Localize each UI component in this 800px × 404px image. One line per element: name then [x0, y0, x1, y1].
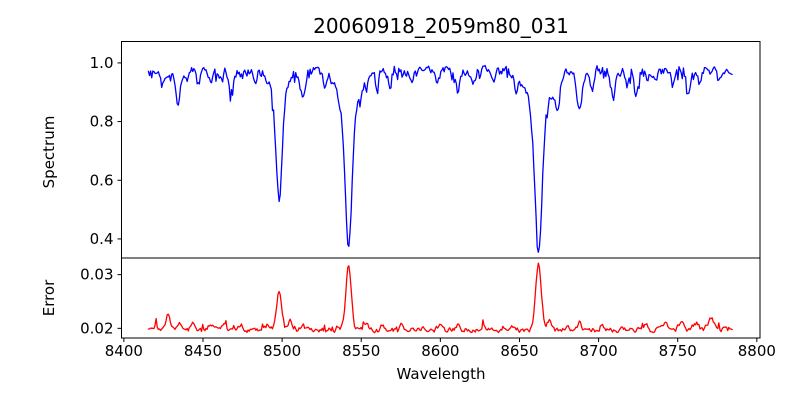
error-frame [121, 257, 761, 339]
error-line [147, 262, 733, 334]
x-tick-label: 8450 [184, 342, 222, 360]
y-tick-label: 1.0 [90, 54, 114, 72]
x-tick-label: 8600 [421, 342, 459, 360]
x-tick-label: 8750 [659, 342, 697, 360]
y-tick-label: 0.02 [80, 319, 113, 337]
y-tick-label: 0.03 [80, 266, 113, 284]
spectrum-ylabel: Spectrum [40, 116, 58, 189]
spectrum-panel: 0.4 0.6 0.8 1.0 Spectrum [40, 41, 761, 259]
x-tick-label: 8700 [580, 342, 618, 360]
x-tick-label: 8800 [738, 342, 776, 360]
error-ylabel: Error [40, 279, 58, 316]
error-yaxis-ticks: 0.02 0.03 [80, 266, 122, 337]
y-tick-label: 0.8 [90, 113, 114, 131]
spectrum-line [147, 64, 733, 253]
x-tick-label: 8500 [263, 342, 301, 360]
x-tick-label: 8400 [105, 342, 143, 360]
x-tick-label: 8650 [500, 342, 538, 360]
y-tick-label: 0.6 [90, 171, 114, 189]
spectrum-yaxis-ticks: 0.4 0.6 0.8 1.0 [90, 54, 122, 248]
chart-title: 20060918_2059m80_031 [313, 14, 569, 38]
x-tick-label: 8550 [342, 342, 380, 360]
xaxis-label: Wavelength [397, 365, 486, 383]
error-panel: 0.02 0.03 8400 8450 8500 8550 8600 8650 8700 875… [40, 257, 776, 383]
y-tick-label: 0.4 [90, 230, 114, 248]
xaxis-ticks: 8400 8450 8500 8550 8600 8650 8700 8750 8800 [105, 338, 776, 360]
